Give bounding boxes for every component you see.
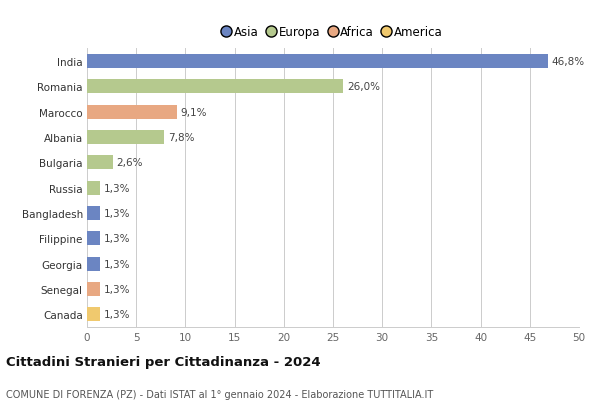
Bar: [87, 55, 548, 69]
Legend: Asia, Europa, Africa, America: Asia, Europa, Africa, America: [218, 22, 448, 44]
Text: 2,6%: 2,6%: [116, 158, 143, 168]
Text: 1,3%: 1,3%: [104, 234, 130, 244]
Bar: [87, 282, 100, 296]
Text: 1,3%: 1,3%: [104, 183, 130, 193]
Text: 9,1%: 9,1%: [181, 107, 207, 117]
Text: 1,3%: 1,3%: [104, 259, 130, 269]
Bar: [87, 207, 100, 220]
Bar: [87, 232, 100, 246]
Bar: [87, 106, 176, 119]
Text: 1,3%: 1,3%: [104, 284, 130, 294]
Text: 7,8%: 7,8%: [167, 133, 194, 143]
Bar: [87, 308, 100, 321]
Text: 1,3%: 1,3%: [104, 209, 130, 218]
Text: 26,0%: 26,0%: [347, 82, 380, 92]
Bar: [87, 181, 100, 195]
Text: 46,8%: 46,8%: [551, 57, 584, 67]
Bar: [87, 257, 100, 271]
Bar: [87, 156, 113, 170]
Text: 1,3%: 1,3%: [104, 310, 130, 319]
Bar: [87, 130, 164, 144]
Bar: [87, 80, 343, 94]
Text: COMUNE DI FORENZA (PZ) - Dati ISTAT al 1° gennaio 2024 - Elaborazione TUTTITALIA: COMUNE DI FORENZA (PZ) - Dati ISTAT al 1…: [6, 389, 433, 399]
Text: Cittadini Stranieri per Cittadinanza - 2024: Cittadini Stranieri per Cittadinanza - 2…: [6, 355, 320, 368]
